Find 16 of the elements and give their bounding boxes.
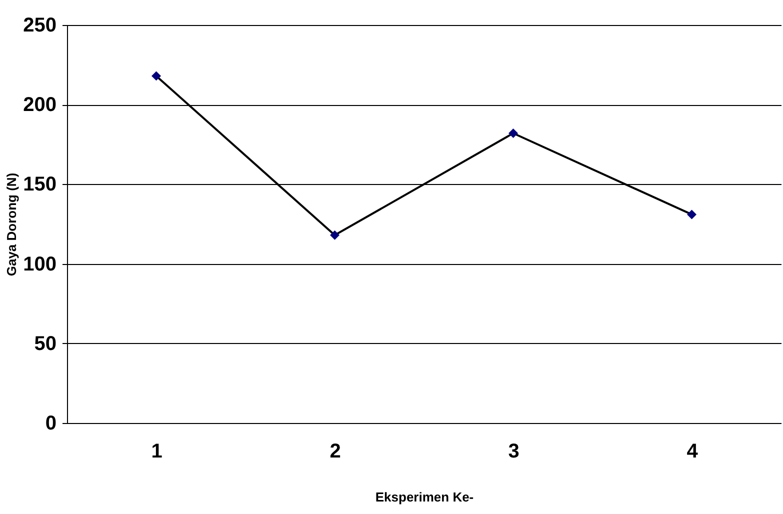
y-tick-label: 250 — [23, 14, 56, 36]
point — [508, 128, 518, 138]
point — [687, 210, 696, 220]
y-tick-label: 150 — [23, 174, 56, 196]
x-tick-label: 3 — [508, 440, 520, 462]
y-tick-label: 0 — [45, 412, 56, 434]
x-tick-label: 4 — [686, 440, 699, 462]
y-tick-label: 200 — [23, 94, 56, 116]
x-tick-label: 2 — [330, 440, 341, 462]
x-axis-title: Eksperimen Ke- — [375, 490, 474, 504]
point — [330, 230, 340, 240]
y-tick-label: 100 — [23, 253, 56, 276]
y-tick-label: 50 — [34, 332, 56, 355]
point — [152, 71, 161, 81]
x-tick-label: 1 — [151, 440, 162, 462]
y-axis-title: Gaya Dorong (N) — [4, 172, 20, 276]
